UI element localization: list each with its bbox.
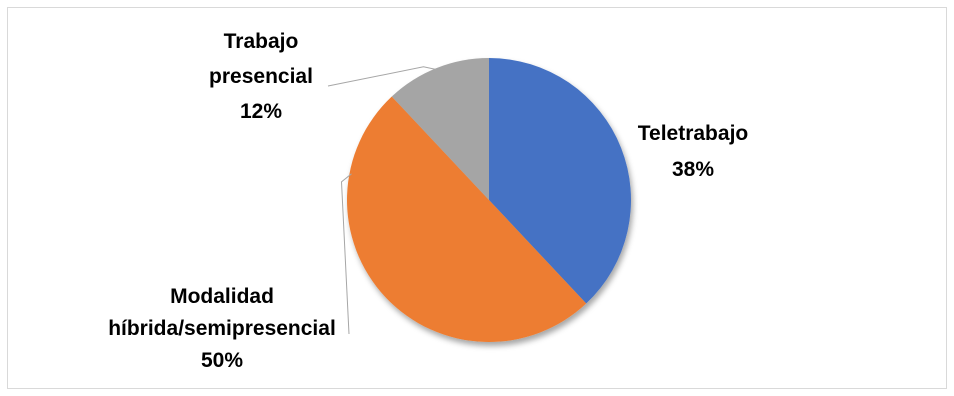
pie-slice-2	[346, 96, 587, 343]
pie-slice-3	[391, 58, 489, 200]
leader-lines	[327, 66, 438, 335]
slice-label-1: Teletrabajo 38%	[638, 122, 748, 181]
slice-label-line: 50%	[201, 349, 243, 372]
slice-label-line: Trabajo	[224, 30, 299, 53]
slice-label-line: híbrida/semipresencial	[108, 317, 336, 340]
slice-label-line: 12%	[240, 100, 282, 123]
slice-labels: Teletrabajo 38% Modalidad híbrida/semiprese…	[108, 30, 748, 372]
leader-line-2	[340, 173, 352, 335]
pie-slice-1	[489, 58, 632, 304]
slice-label-line: Teletrabajo	[638, 122, 748, 145]
slice-label-line: 38%	[672, 158, 714, 181]
pie-slices	[346, 58, 632, 343]
slice-label-3: Trabajo presencial 12%	[209, 30, 313, 123]
slice-label-line: Modalidad	[170, 285, 274, 308]
leader-line-3	[327, 66, 438, 87]
slice-label-2: Modalidad híbrida/semipresencial 50%	[108, 285, 336, 372]
slice-label-line: presencial	[209, 65, 313, 88]
